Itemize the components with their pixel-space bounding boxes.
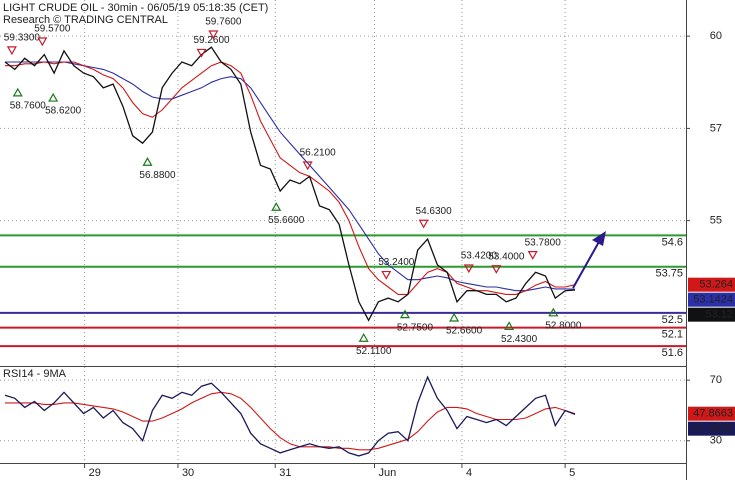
pivot-label: 58.7600 [10, 101, 47, 112]
pivot-label: 53.2400 [378, 257, 415, 268]
series-line [4, 375, 576, 457]
last-value-box [688, 421, 735, 436]
last-value-label: 47.4022 [693, 423, 733, 435]
x-tick-label: Jun [378, 467, 396, 479]
pivot-marker [142, 157, 153, 166]
pivot-label: 55.6600 [268, 215, 305, 226]
level-label: 53.75 [655, 268, 683, 280]
pivot-label: 56.2100 [300, 148, 337, 159]
y-tick-label: 70 [710, 374, 722, 386]
pivot-label: 59.7600 [205, 17, 242, 28]
last-value-label: 53.264 [699, 279, 733, 291]
pivot-label: 59.3300 [4, 33, 41, 44]
pivot-label: 52.6600 [446, 326, 483, 337]
pivot-marker [37, 37, 48, 47]
last-value-box [688, 307, 735, 322]
pivot-label: 52.8000 [545, 320, 582, 331]
pivot-label: 53.7800 [525, 237, 562, 248]
x-tick-label: 5 [569, 467, 575, 479]
last-value-box [688, 277, 735, 292]
pivot-marker [196, 48, 207, 58]
forecast-arrow [572, 239, 601, 289]
x-tick-label: 4 [466, 467, 472, 479]
pivot-marker [418, 219, 429, 229]
last-value-label: 47.8663 [693, 408, 733, 420]
pivot-marker [302, 161, 313, 171]
pivot-marker [381, 270, 392, 280]
pivot-marker [12, 87, 23, 97]
last-value-box [688, 406, 735, 421]
pivot-label: 52.4300 [501, 334, 538, 345]
level-label: 54.6 [662, 236, 683, 248]
pivot-marker [358, 333, 369, 342]
pivot-label: 52.1100 [356, 346, 392, 357]
x-tick-label: 30 [182, 467, 194, 479]
last-value-label: 53.1424 [693, 294, 733, 306]
level-label: 51.6 [662, 347, 683, 359]
pivot-marker [449, 312, 460, 322]
pivot-label: 59.5700 [34, 24, 71, 35]
pivot-marker [527, 251, 538, 260]
pivot-label: 53.4200 [461, 251, 498, 262]
pivot-marker [504, 321, 515, 331]
pivot-label: 56.8800 [139, 170, 176, 181]
pivot-label: 59.2600 [193, 35, 230, 46]
pivot-marker [48, 92, 59, 102]
x-tick-label: 31 [279, 467, 291, 479]
y-tick-label: 55 [710, 215, 722, 227]
x-tick-label: 29 [89, 467, 101, 479]
pivot-marker [6, 46, 17, 56]
pivot-label: 52.7500 [397, 322, 434, 333]
series-line [4, 46, 576, 322]
pivot-marker [548, 307, 559, 317]
pivot-marker [463, 264, 474, 274]
series-line [5, 391, 576, 451]
series-line [5, 61, 576, 292]
pivot-label: 53.4000 [488, 251, 525, 262]
pivot-marker [399, 309, 410, 319]
y-tick-label: 60 [710, 30, 722, 42]
level-label: 52.1 [662, 329, 683, 341]
chart-title: LIGHT CRUDE OIL - 30min - 06/05/19 05:18… [3, 2, 268, 14]
last-value-label: 53.12 [705, 309, 733, 321]
last-value-box [688, 292, 735, 307]
pivot-marker [271, 202, 282, 211]
forecast-arrowhead [592, 231, 606, 246]
pivot-label: 54.6300 [416, 206, 453, 217]
level-label: 52.5 [662, 314, 683, 326]
pivot-marker [491, 265, 502, 274]
series-line [5, 61, 576, 295]
rsi-title: RSI14 - 9MA [3, 368, 67, 380]
y-tick-label: 30 [710, 435, 722, 447]
pivot-marker [208, 30, 219, 40]
y-tick-label: 57 [710, 122, 722, 134]
pivot-label: 58.6200 [45, 106, 82, 117]
chart-subtitle: Research © TRADING CENTRAL [3, 14, 168, 26]
